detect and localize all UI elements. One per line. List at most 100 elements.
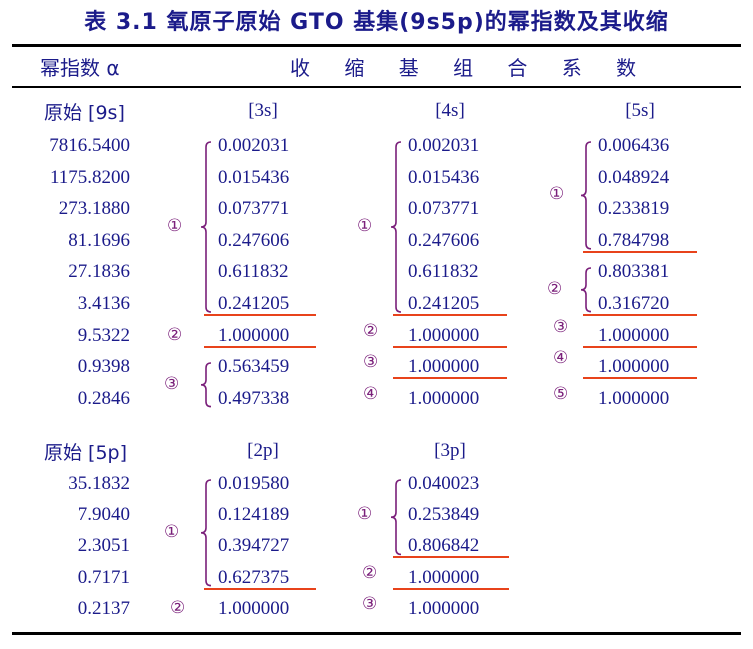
p-exponent-value: 7.9040 [77, 504, 130, 526]
brace-5s-1 [580, 141, 592, 250]
col-2p: [2p] [247, 440, 279, 461]
marker-5s-5: ⑤ [553, 383, 569, 404]
exponent-value: 273.1880 [58, 198, 130, 220]
coef-3s-value: 1.000000 [218, 324, 290, 346]
coefficient-header: 收 缩 基 组 合 系 数 [290, 56, 651, 80]
coef-4s-value: 0.002031 [408, 135, 480, 156]
marker-4s-4: ④ [363, 383, 379, 404]
p-exponent-value: 0.7171 [77, 566, 130, 588]
coef-4s-value: 0.611832 [408, 261, 479, 283]
s-primitive-label: 原始 [9s] [44, 102, 125, 124]
exponent-value: 7816.5400 [49, 135, 130, 156]
coef-5s-value: 1.000000 [598, 324, 670, 346]
coef-3s-value: 0.247606 [218, 229, 290, 251]
col-3p: [3p] [434, 440, 466, 461]
coef-3s-value: 0.611832 [218, 261, 289, 283]
exponent-value: 81.1696 [68, 229, 130, 251]
underline-5s-d [583, 377, 697, 380]
brace-3s-1 [200, 141, 212, 313]
underline-4s-b [393, 345, 507, 348]
coef-2p-value: 0.627375 [218, 566, 290, 588]
coef-3s-value: 0.073771 [218, 198, 290, 220]
table-title: 表 3.1 氧原子原始 GTO 基集(9s5p)的幂指数及其收缩 [84, 10, 669, 35]
marker-3s-1: ① [167, 216, 183, 236]
underline-4s-a [393, 314, 507, 316]
brace-3s-3 [200, 362, 212, 408]
coef-4s-value: 0.247606 [408, 229, 480, 251]
coef-3s-value: 0.241205 [218, 293, 290, 314]
coef-3s-value: 0.002031 [218, 135, 290, 156]
coef-2p-value: 0.019580 [218, 473, 290, 494]
coef-4s-value: 0.073771 [408, 198, 480, 220]
col-3s: [3s] [248, 100, 278, 121]
marker-4s-2: ② [363, 320, 379, 341]
marker-3p-1: ① [357, 504, 373, 525]
coef-4s-value: 0.241205 [408, 293, 480, 314]
header-rule [12, 86, 741, 88]
coef-5s-value: 0.233819 [598, 198, 670, 220]
brace-2p-1 [200, 479, 212, 587]
coef-2p-value: 0.394727 [218, 535, 290, 557]
marker-2p-2: ② [170, 597, 186, 618]
marker-3p-2: ② [362, 562, 378, 583]
underline-5s-a [583, 250, 697, 253]
coef-4s-value: 1.000000 [408, 324, 480, 346]
exponent-value: 1175.8200 [49, 166, 130, 188]
marker-4s-1: ① [357, 216, 373, 236]
coef-3p-value: 0.253849 [408, 504, 480, 526]
coef-3s-value: 0.015436 [218, 166, 290, 188]
exponent-value: 9.5322 [77, 324, 130, 346]
exponent-value: 0.9398 [77, 356, 130, 378]
top-rule [12, 44, 741, 47]
underline-3p-a [393, 556, 509, 559]
brace-5s-2 [580, 267, 592, 313]
coef-4s-value: 1.000000 [408, 387, 480, 409]
coef-3p-value: 0.806842 [408, 535, 480, 557]
coef-5s-value: 1.000000 [598, 387, 670, 409]
marker-5s-1: ① [549, 184, 565, 205]
marker-5s-3: ③ [553, 316, 569, 337]
coef-5s-value: 1.000000 [598, 356, 670, 378]
marker-2p-1: ① [164, 521, 180, 542]
coef-3p-value: 1.000000 [408, 597, 480, 619]
p-exponent-value: 35.1832 [68, 473, 130, 494]
coef-2p-value: 1.000000 [218, 597, 290, 619]
bottom-rule [12, 632, 741, 635]
marker-4s-3: ③ [363, 352, 379, 373]
coef-3s-value: 0.497338 [218, 387, 290, 409]
brace-3p-1 [390, 479, 402, 556]
coef-5s-value: 0.803381 [598, 261, 670, 283]
underline-3s-a [204, 314, 316, 316]
underline-3p-b [393, 587, 509, 590]
marker-3p-3: ③ [362, 593, 378, 614]
underline-3s-b [204, 345, 316, 348]
col-4s: [4s] [435, 100, 465, 121]
underline-4s-c [393, 377, 507, 380]
underline-2p-a [204, 587, 316, 590]
p-exponent-value: 2.3051 [77, 535, 130, 557]
col-5s: [5s] [625, 100, 655, 121]
marker-3s-3: ③ [164, 374, 180, 394]
exponent-value: 0.2846 [77, 387, 130, 409]
marker-5s-4: ④ [553, 348, 569, 369]
marker-3s-2: ② [167, 324, 183, 345]
p-primitive-label: 原始 [5p] [44, 442, 128, 464]
coef-4s-value: 1.000000 [408, 356, 480, 378]
coef-3p-value: 1.000000 [408, 566, 480, 588]
coef-5s-value: 0.316720 [598, 293, 670, 314]
marker-5s-2: ② [547, 279, 563, 300]
coef-5s-value: 0.048924 [598, 166, 670, 188]
coef-3s-value: 0.563459 [218, 356, 290, 378]
underline-5s-c [583, 345, 697, 348]
coef-3p-value: 0.040023 [408, 473, 480, 494]
exponent-value: 3.4136 [77, 293, 130, 314]
underline-5s-b [583, 314, 697, 316]
exponent-value: 27.1836 [68, 261, 130, 283]
coef-5s-value: 0.006436 [598, 135, 670, 156]
exponent-header: 幂指数 α [40, 56, 120, 80]
coef-5s-value: 0.784798 [598, 229, 670, 251]
coef-4s-value: 0.015436 [408, 166, 480, 188]
brace-4s-1 [390, 141, 402, 313]
coef-2p-value: 0.124189 [218, 504, 290, 526]
